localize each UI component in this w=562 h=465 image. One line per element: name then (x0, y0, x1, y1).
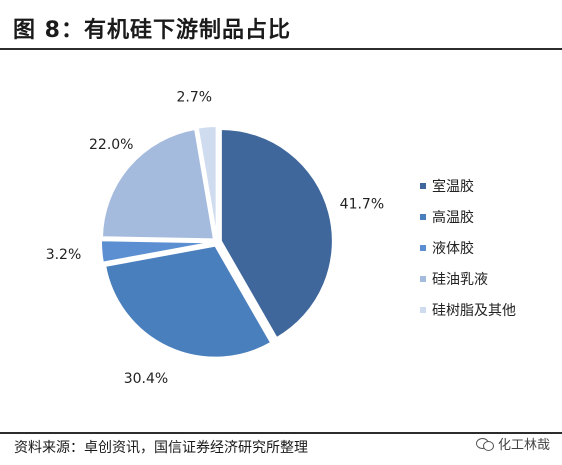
pie-data-label-3: 3.2% (46, 247, 82, 263)
legend-swatch (420, 182, 426, 189)
legend-swatch (420, 306, 426, 313)
pie-slice-5 (196, 125, 218, 239)
legend-item-5: 硅树脂及其他 (420, 294, 516, 325)
legend-item-1: 室温胶 (420, 170, 516, 201)
chart-legend: 室温胶高温胶液体胶硅油乳液硅树脂及其他 (420, 170, 516, 325)
legend-item-3: 液体胶 (420, 232, 516, 263)
pie-slice-2 (104, 244, 273, 359)
bottom-rule (0, 432, 562, 434)
legend-label: 硅油乳液 (432, 271, 488, 288)
source-note: 资料来源：卓创资讯，国信证券经济研究所整理 (14, 440, 308, 456)
top-rule (0, 48, 562, 50)
legend-label: 硅树脂及其他 (432, 302, 516, 319)
pie-slice-3 (100, 239, 214, 264)
legend-item-4: 硅油乳液 (420, 263, 516, 294)
legend-swatch (420, 275, 426, 282)
wechat-icon (475, 437, 494, 451)
pie-data-label-1: 41.7% (340, 196, 384, 212)
legend-label: 高温胶 (432, 209, 474, 226)
figure-title: 图 8：有机硅下游制品占比 (13, 18, 291, 43)
pie-slice-1 (219, 127, 334, 340)
legend-label: 室温胶 (432, 178, 474, 195)
header: 图 8：有机硅下游制品占比 (0, 0, 562, 52)
legend-swatch (420, 213, 426, 220)
pie-data-label-5: 2.7% (177, 90, 213, 106)
pie-data-label-4: 22.0% (89, 137, 133, 153)
watermark: 化工林哉 (475, 434, 550, 453)
pie-slice-4 (100, 127, 216, 241)
legend-item-2: 高温胶 (420, 201, 516, 232)
legend-swatch (420, 244, 426, 251)
legend-label: 液体胶 (432, 240, 474, 257)
pie-data-label-2: 30.4% (124, 371, 168, 387)
watermark-text: 化工林哉 (497, 438, 550, 453)
